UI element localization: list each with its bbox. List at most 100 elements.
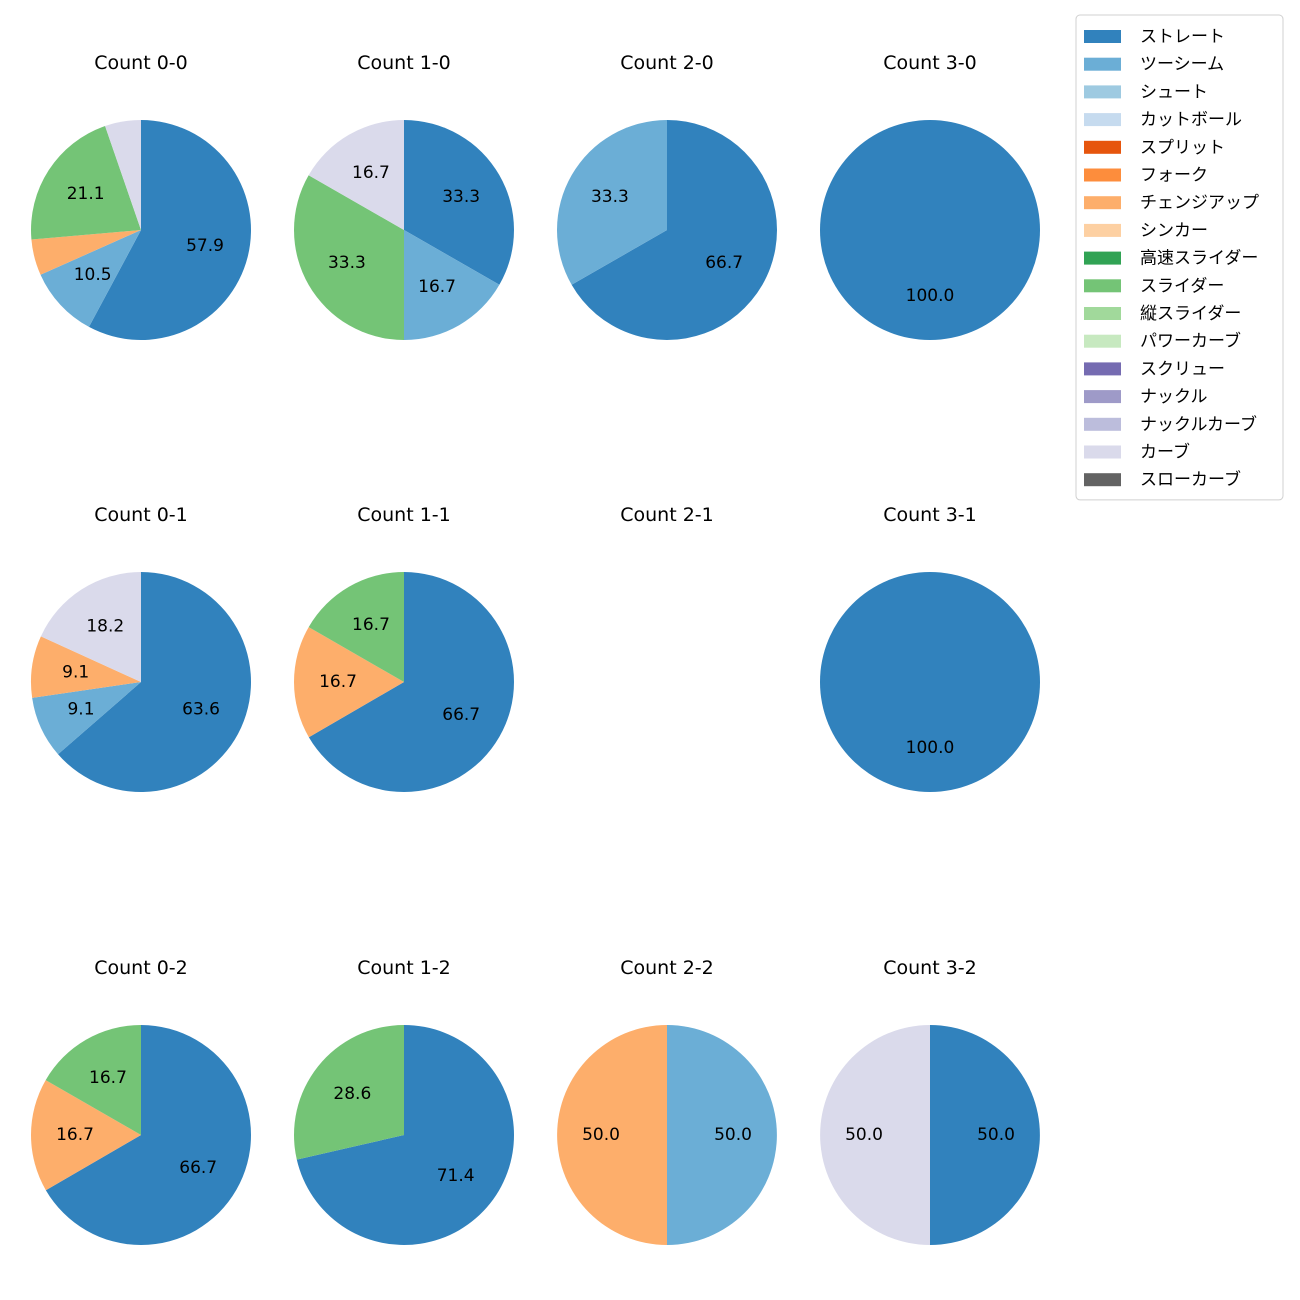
pie-title: Count 2-1 [620, 504, 714, 526]
slice-label: 66.7 [179, 1158, 217, 1178]
pie-chart: Count 2-1 [620, 504, 714, 526]
legend-swatch [1084, 196, 1121, 210]
slice-label: 33.3 [591, 187, 629, 207]
slice-label: 9.1 [62, 663, 89, 683]
pie-slice [930, 1025, 1040, 1245]
slice-label: 16.7 [418, 277, 456, 297]
pie-title: Count 2-2 [620, 957, 714, 979]
legend-swatch [1084, 113, 1121, 127]
pie-slice [571, 120, 777, 340]
slice-label: 66.7 [705, 253, 743, 273]
slice-label: 50.0 [582, 1125, 620, 1145]
legend-swatch [1084, 140, 1121, 154]
pie-chart: Count 0-2 66.7 16.7 16.7 [30, 957, 251, 1245]
legend-swatch [1084, 251, 1121, 265]
pie-title: Count 0-2 [94, 957, 188, 979]
slice-label: 33.3 [442, 187, 480, 207]
pie-slice [557, 1025, 667, 1245]
pie-title: Count 3-2 [883, 957, 977, 979]
pie-slice [32, 682, 142, 755]
pie-slice [293, 627, 404, 738]
pie-slice [31, 230, 141, 275]
pie-title: Count 3-0 [883, 52, 977, 74]
legend-entry: スローカーブ [1140, 469, 1241, 490]
slice-label: 16.7 [352, 615, 390, 635]
slice-label: 9.1 [67, 700, 94, 720]
pie-slice [308, 572, 514, 792]
legend-swatch [1084, 223, 1121, 237]
slice-label: 66.7 [442, 705, 480, 725]
pie-slice [820, 1025, 930, 1245]
legend-entry: シュート [1140, 82, 1208, 102]
legend-swatch [1084, 362, 1121, 376]
legend-entry: ツーシーム [1140, 55, 1224, 75]
slice-label: 50.0 [845, 1125, 883, 1145]
legend-swatch [1084, 445, 1121, 459]
slice-label: 100.0 [906, 286, 955, 306]
pie-slice [308, 120, 404, 230]
legend-entry: 高速スライダー [1140, 249, 1258, 269]
slice-label: 10.5 [74, 265, 112, 285]
pie-slice [667, 1025, 777, 1245]
pie-slice [30, 1080, 141, 1191]
pie-chart: Count 0-0 57.9 10.5 21.1 [30, 52, 252, 340]
legend-entry: スクリュー [1140, 359, 1225, 379]
legend-swatch [1084, 473, 1121, 487]
legend-swatch [1084, 30, 1121, 43]
legend-frame [1075, 14, 1284, 501]
pie-slice [820, 572, 1040, 792]
pie-title: Count 3-1 [883, 504, 977, 526]
pie-slice [404, 120, 514, 285]
pie-title: Count 0-0 [94, 52, 188, 74]
slice-label: 57.9 [186, 236, 224, 256]
legend-swatch [1084, 390, 1121, 404]
pie-chart: Count 3-0 100.0 [820, 52, 1040, 340]
legend-swatch [1084, 57, 1121, 71]
legend-entry: ナックル [1140, 387, 1208, 407]
legend-swatch [1084, 334, 1121, 348]
pie-chart: Count 1-2 71.4 28.6 [294, 957, 514, 1245]
pie-slice [58, 572, 251, 792]
pie-slice [294, 175, 404, 340]
pie-chart: Count 3-1 100.0 [820, 504, 1040, 792]
pie-title: Count 1-2 [357, 957, 451, 979]
slice-label: 33.3 [328, 253, 366, 273]
pie-chart: Count 2-2 50.0 50.0 [557, 957, 777, 1245]
pie-title: Count 0-1 [94, 504, 188, 526]
legend-entry: チェンジアップ [1140, 193, 1259, 213]
slice-label: 16.7 [89, 1068, 127, 1088]
slice-label: 16.7 [319, 672, 357, 692]
legend: ストレートツーシームシュートカットボールスプリットフォークチェンジアップシンカー… [1075, 14, 1284, 501]
slice-label: 18.2 [86, 616, 124, 636]
pie-slice [31, 636, 141, 698]
pie-slice [88, 120, 252, 340]
legend-entry: 縦スライダー [1140, 304, 1241, 324]
pie-title: Count 1-0 [357, 52, 451, 74]
pie-slice [294, 1025, 404, 1160]
legend-entry: ストレート [1140, 27, 1225, 47]
slice-label: 16.7 [56, 1125, 94, 1145]
pie-chart: Count 2-0 66.7 33.3 [556, 52, 777, 340]
pie-chart: Count 0-1 63.6 9.1 9.1 18.2 [31, 504, 251, 792]
pie-slice [105, 120, 141, 230]
legend-swatch [1084, 279, 1121, 293]
legend-entry: カーブ [1140, 442, 1190, 463]
legend-swatch [1084, 417, 1121, 431]
legend-entry: カットボール [1140, 110, 1242, 130]
slice-label: 21.1 [67, 184, 105, 204]
slice-label: 71.4 [437, 1166, 475, 1186]
pie-slice [45, 1025, 141, 1135]
legend-entry: スライダー [1140, 276, 1224, 296]
pie-slice [308, 572, 404, 682]
legend-entry: スプリット [1140, 138, 1225, 158]
slice-label: 50.0 [977, 1125, 1015, 1145]
pie-slice [404, 230, 500, 340]
legend-entry: パワーカーブ [1140, 331, 1241, 352]
legend-swatch [1084, 85, 1121, 99]
slice-label: 50.0 [714, 1125, 752, 1145]
pie-slice [820, 120, 1040, 340]
slice-label: 16.7 [352, 163, 390, 183]
slice-label: 28.6 [333, 1084, 371, 1104]
pie-grid: Count 0-0 57.9 10.5 21.1 Count 1-0 33.3 16.7 33… [30, 52, 1040, 1245]
